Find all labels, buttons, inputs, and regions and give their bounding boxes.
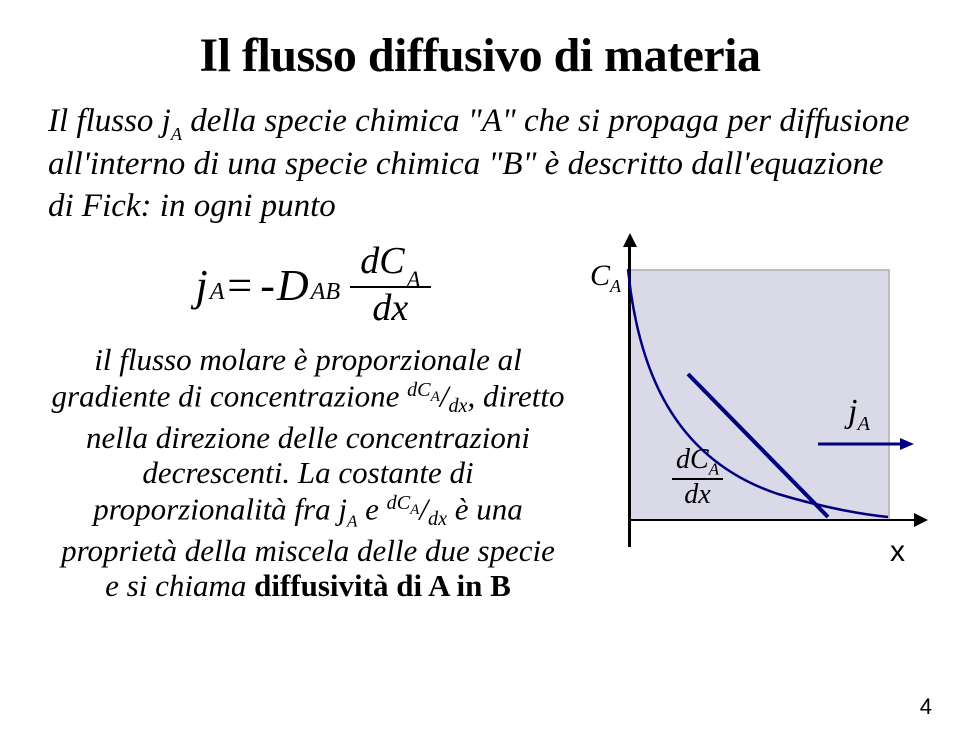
- exp-l3: nella direzione delle concentrazioni: [86, 420, 530, 455]
- eq-fraction: dCA dx: [350, 241, 430, 330]
- eq-equals: =: [225, 260, 255, 311]
- eq-neg: -: [260, 260, 275, 311]
- exp-dca2: dCA: [387, 492, 420, 514]
- eq-num-d: d: [360, 240, 379, 282]
- slide-title: Il flusso diffusivo di materia: [48, 28, 912, 83]
- exp-slash2: /: [419, 491, 428, 526]
- explanation-paragraph: il flusso molare è proporzionale al grad…: [48, 342, 568, 604]
- eq-num-sub: A: [407, 267, 421, 292]
- y-axis-arrow: [623, 233, 637, 247]
- intro-paragraph: Il flusso jA della specie chimica "A" ch…: [48, 101, 912, 227]
- exp-dx: dx: [448, 395, 467, 417]
- intro-mid: della specie chimica "A" che si propaga …: [48, 103, 910, 224]
- exp-l5-sub: A: [347, 511, 357, 530]
- exp-l4: decrescenti. La costante di: [142, 455, 473, 490]
- x-axis-arrow: [914, 513, 928, 527]
- exp-l1: il flusso molare è proporzionale al: [94, 342, 521, 377]
- exp-l5c: è una: [447, 491, 523, 526]
- eq-num-C: C: [379, 240, 404, 282]
- chart-xlabel: x: [890, 535, 905, 569]
- eq-D-sub: AB: [311, 278, 341, 306]
- eq-den: dx: [362, 288, 418, 330]
- exp-l7-bold: diffusività di A in B: [254, 568, 511, 603]
- exp-l5b: e: [357, 491, 386, 526]
- chart-area: CA dCA dx jA x: [592, 245, 912, 625]
- intro-pre: Il flusso j: [48, 103, 171, 139]
- eq-D: D: [277, 260, 309, 311]
- fick-equation: jA = - DAB dCA dx: [58, 241, 568, 330]
- eq-j-sub: A: [210, 278, 225, 306]
- chart-derivative-label: dCA dx: [672, 445, 723, 510]
- flux-arrow-head: [900, 438, 914, 450]
- chart-ylabel: CA: [590, 259, 621, 297]
- exp-l6: proprietà della miscela delle due specie: [61, 533, 555, 568]
- x-axis: [628, 519, 916, 522]
- page-number: 4: [920, 694, 932, 720]
- exp-l5a: proporzionalità fra j: [93, 491, 347, 526]
- intro-sub: A: [171, 124, 182, 144]
- exp-dca: dCA: [407, 379, 440, 401]
- chart-flux-label: jA: [848, 393, 870, 436]
- exp-dx2: dx: [428, 508, 447, 530]
- exp-l2a: gradiente di concentrazione: [52, 378, 408, 413]
- eq-j: j: [195, 260, 207, 311]
- exp-l2b: , diretto: [467, 378, 564, 413]
- exp-l7a: e si chiama: [105, 568, 254, 603]
